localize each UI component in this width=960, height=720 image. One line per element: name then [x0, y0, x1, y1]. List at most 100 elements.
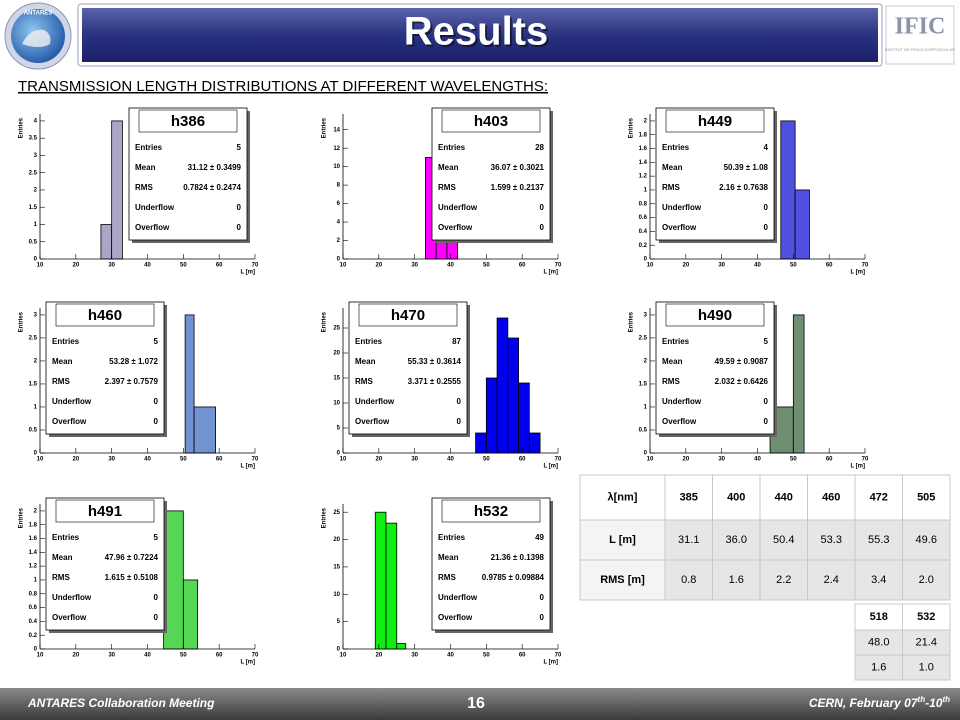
stats-label: Overflow	[52, 417, 87, 426]
stats-value: 5	[764, 337, 769, 346]
x-axis-label: L [m]	[240, 660, 255, 666]
stats-value: 5	[154, 337, 159, 346]
stats-label: Overflow	[438, 613, 473, 622]
table-value: 50.4	[773, 534, 794, 546]
x-tick-label: 40	[754, 457, 761, 463]
table-value: 3.4	[871, 574, 886, 586]
stats-title: h460	[88, 307, 122, 324]
stats-title-box	[665, 303, 765, 327]
x-tick-label: 20	[375, 263, 382, 269]
stats-value: 49.59 ± 0.9087	[715, 357, 769, 366]
stats-value: 0.9785 ± 0.09884	[482, 573, 545, 582]
x-axis-label: L [m]	[543, 270, 558, 276]
y-tick-label: 20	[333, 351, 340, 357]
histogram-bar	[193, 406, 216, 454]
x-tick-label: 70	[862, 263, 869, 269]
y-tick-label: 0	[34, 257, 38, 263]
stats-value: 5	[237, 143, 242, 152]
x-tick-label: 50	[790, 263, 797, 269]
x-tick-label: 70	[252, 653, 259, 659]
stats-value: 0	[540, 613, 545, 622]
stats-value: 0.7824 ± 0.2474	[183, 183, 241, 192]
x-axis-label: L [m]	[543, 660, 558, 666]
histogram-bar	[792, 314, 805, 454]
stats-label: RMS	[662, 183, 680, 192]
x-axis-label: L [m]	[240, 464, 255, 470]
table-value: 48.0	[868, 636, 889, 648]
histogram-bar	[182, 579, 199, 650]
title: Results	[404, 10, 549, 54]
y-tick-label: 0.2	[29, 633, 38, 639]
x-tick-label: 60	[216, 263, 223, 269]
stats-label: Entries	[662, 143, 690, 152]
table-cell	[854, 654, 903, 681]
y-tick-label: 1	[34, 222, 38, 228]
table-value: 21.4	[916, 636, 937, 648]
y-tick-label: 0	[34, 451, 38, 457]
y-tick-label: 0	[644, 257, 648, 263]
y-tick-label: 3	[644, 312, 648, 318]
y-axis-label: Entries	[19, 311, 25, 332]
x-tick-label: 10	[37, 653, 44, 659]
y-tick-label: 5	[337, 426, 341, 432]
y-tick-label: 2	[34, 188, 38, 194]
table-cell	[712, 559, 761, 601]
y-tick-label: 10	[333, 592, 340, 598]
histogram-bar	[485, 377, 498, 454]
x-axis-label: L [m]	[240, 270, 255, 276]
table-cell	[664, 519, 713, 561]
footer-right-part: -10	[925, 696, 943, 710]
stats-title: h491	[88, 503, 122, 520]
y-tick-label: 0	[337, 257, 341, 263]
x-tick-label: 50	[180, 263, 187, 269]
table-cell	[807, 519, 856, 561]
histogram-bar	[385, 522, 398, 650]
stats-label: Mean	[662, 163, 683, 172]
x-tick-label: 70	[555, 263, 562, 269]
table-value: 2.4	[824, 574, 839, 586]
y-tick-label: 0.4	[639, 229, 648, 235]
y-tick-label: 4	[337, 220, 341, 226]
x-tick-label: 20	[72, 653, 79, 659]
stats-label: Underflow	[52, 397, 92, 406]
stats-value: 0	[154, 593, 159, 602]
ific-sub: INSTITUT DE FÍSICA CORPUSCULAR	[885, 47, 955, 52]
y-tick-label: 0	[644, 451, 648, 457]
histogram-bar	[446, 240, 459, 260]
y-tick-label: 15	[333, 376, 340, 382]
y-tick-label: 15	[333, 565, 340, 571]
y-axis-label: Entries	[629, 311, 635, 332]
stats-value: 2.16 ± 0.7638	[719, 183, 768, 192]
x-tick-label: 30	[411, 457, 418, 463]
histogram-bar	[507, 337, 519, 454]
y-tick-label: 2	[337, 238, 341, 244]
x-tick-label: 60	[519, 457, 526, 463]
table-cell	[712, 519, 761, 561]
title-shadow: Results	[406, 12, 551, 56]
x-tick-label: 30	[108, 653, 115, 659]
y-tick-label: 1.5	[639, 382, 648, 388]
x-tick-label: 60	[826, 457, 833, 463]
x-tick-label: 50	[483, 653, 490, 659]
x-tick-label: 10	[340, 457, 347, 463]
y-axis-label: Entries	[322, 311, 328, 332]
stats-label: Mean	[52, 357, 73, 366]
table-cell	[902, 654, 951, 681]
stats-value: 0	[764, 397, 769, 406]
stats-value: 0	[540, 593, 545, 602]
x-tick-label: 30	[411, 653, 418, 659]
stats-title-box	[665, 109, 765, 133]
footer-right-part: CERN, February 07	[809, 696, 919, 710]
stats-title: h532	[474, 503, 508, 520]
y-tick-label: 1.8	[639, 132, 648, 138]
table-value: 1.6	[871, 661, 886, 673]
histogram-bar	[496, 317, 509, 454]
x-tick-label: 50	[483, 263, 490, 269]
y-tick-label: 2.5	[639, 335, 648, 341]
stats-label: Overflow	[662, 223, 697, 232]
x-tick-label: 30	[108, 457, 115, 463]
x-tick-label: 20	[72, 457, 79, 463]
table-value: 2.2	[776, 574, 791, 586]
